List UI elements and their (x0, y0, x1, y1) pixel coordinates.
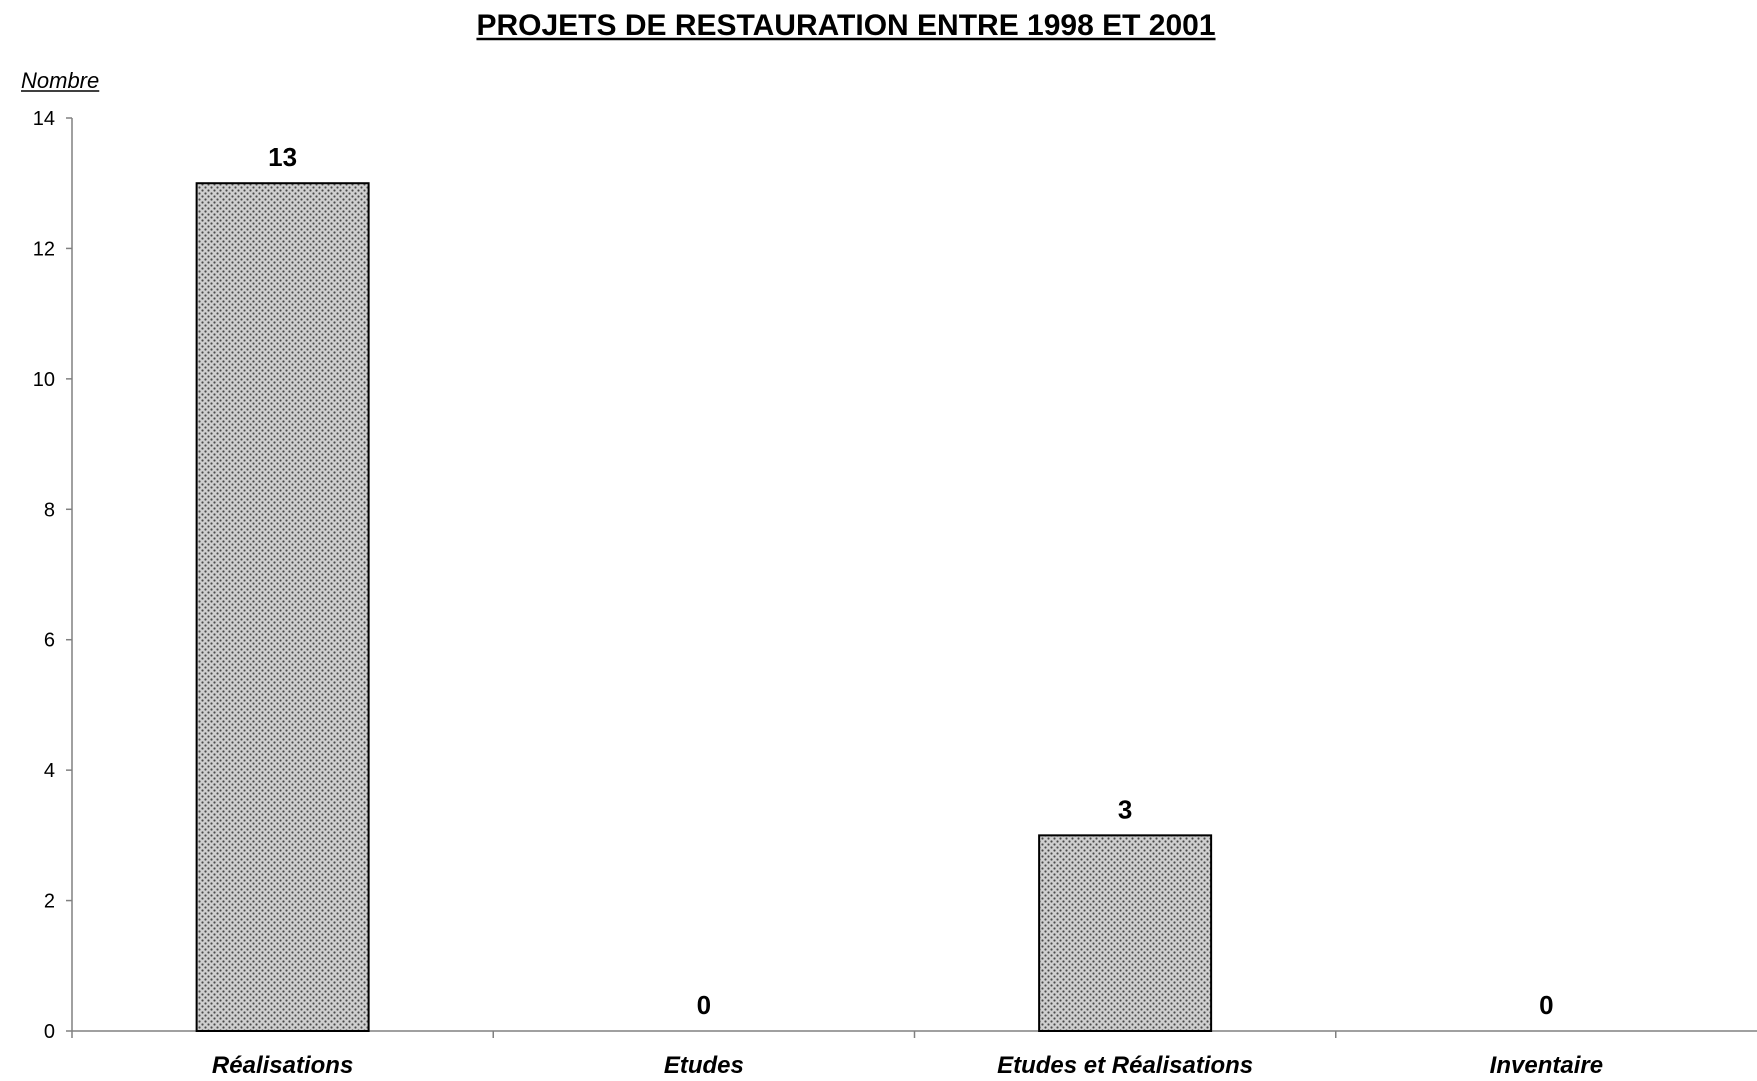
y-tick-label: 10 (33, 369, 55, 391)
bars (195, 182, 1213, 1032)
data-label: 13 (268, 142, 297, 172)
category-label: Etudes (664, 1052, 744, 1079)
category-label: Etudes et Réalisations (997, 1052, 1253, 1079)
category-labels: Réalisations Etudes Etudes et Réalisations… (212, 1052, 1603, 1079)
x-axis-ticks (71, 1031, 1337, 1038)
y-tick-label: 8 (44, 499, 55, 521)
data-labels: 13 0 3 0 (268, 142, 1553, 1020)
y-tick-label: 12 (33, 238, 55, 260)
y-tick-label: 14 (33, 108, 55, 130)
category-label: Réalisations (212, 1052, 353, 1079)
y-tick-label: 2 (44, 891, 55, 913)
category-label: Inventaire (1490, 1052, 1603, 1079)
bar (195, 182, 370, 1032)
y-axis-label: Nombre (21, 68, 99, 93)
bar (1038, 834, 1213, 1032)
chart-title: PROJETS DE RESTAURATION ENTRE 1998 ET 20… (476, 9, 1215, 42)
data-label: 3 (1118, 794, 1132, 824)
y-axis-ticks: 0 2 4 6 8 10 12 14 (33, 108, 72, 1043)
data-label: 0 (697, 990, 711, 1020)
data-label: 0 (1539, 990, 1553, 1020)
y-tick-label: 4 (44, 760, 55, 782)
y-tick-label: 0 (44, 1021, 55, 1043)
y-tick-label: 6 (44, 630, 55, 652)
